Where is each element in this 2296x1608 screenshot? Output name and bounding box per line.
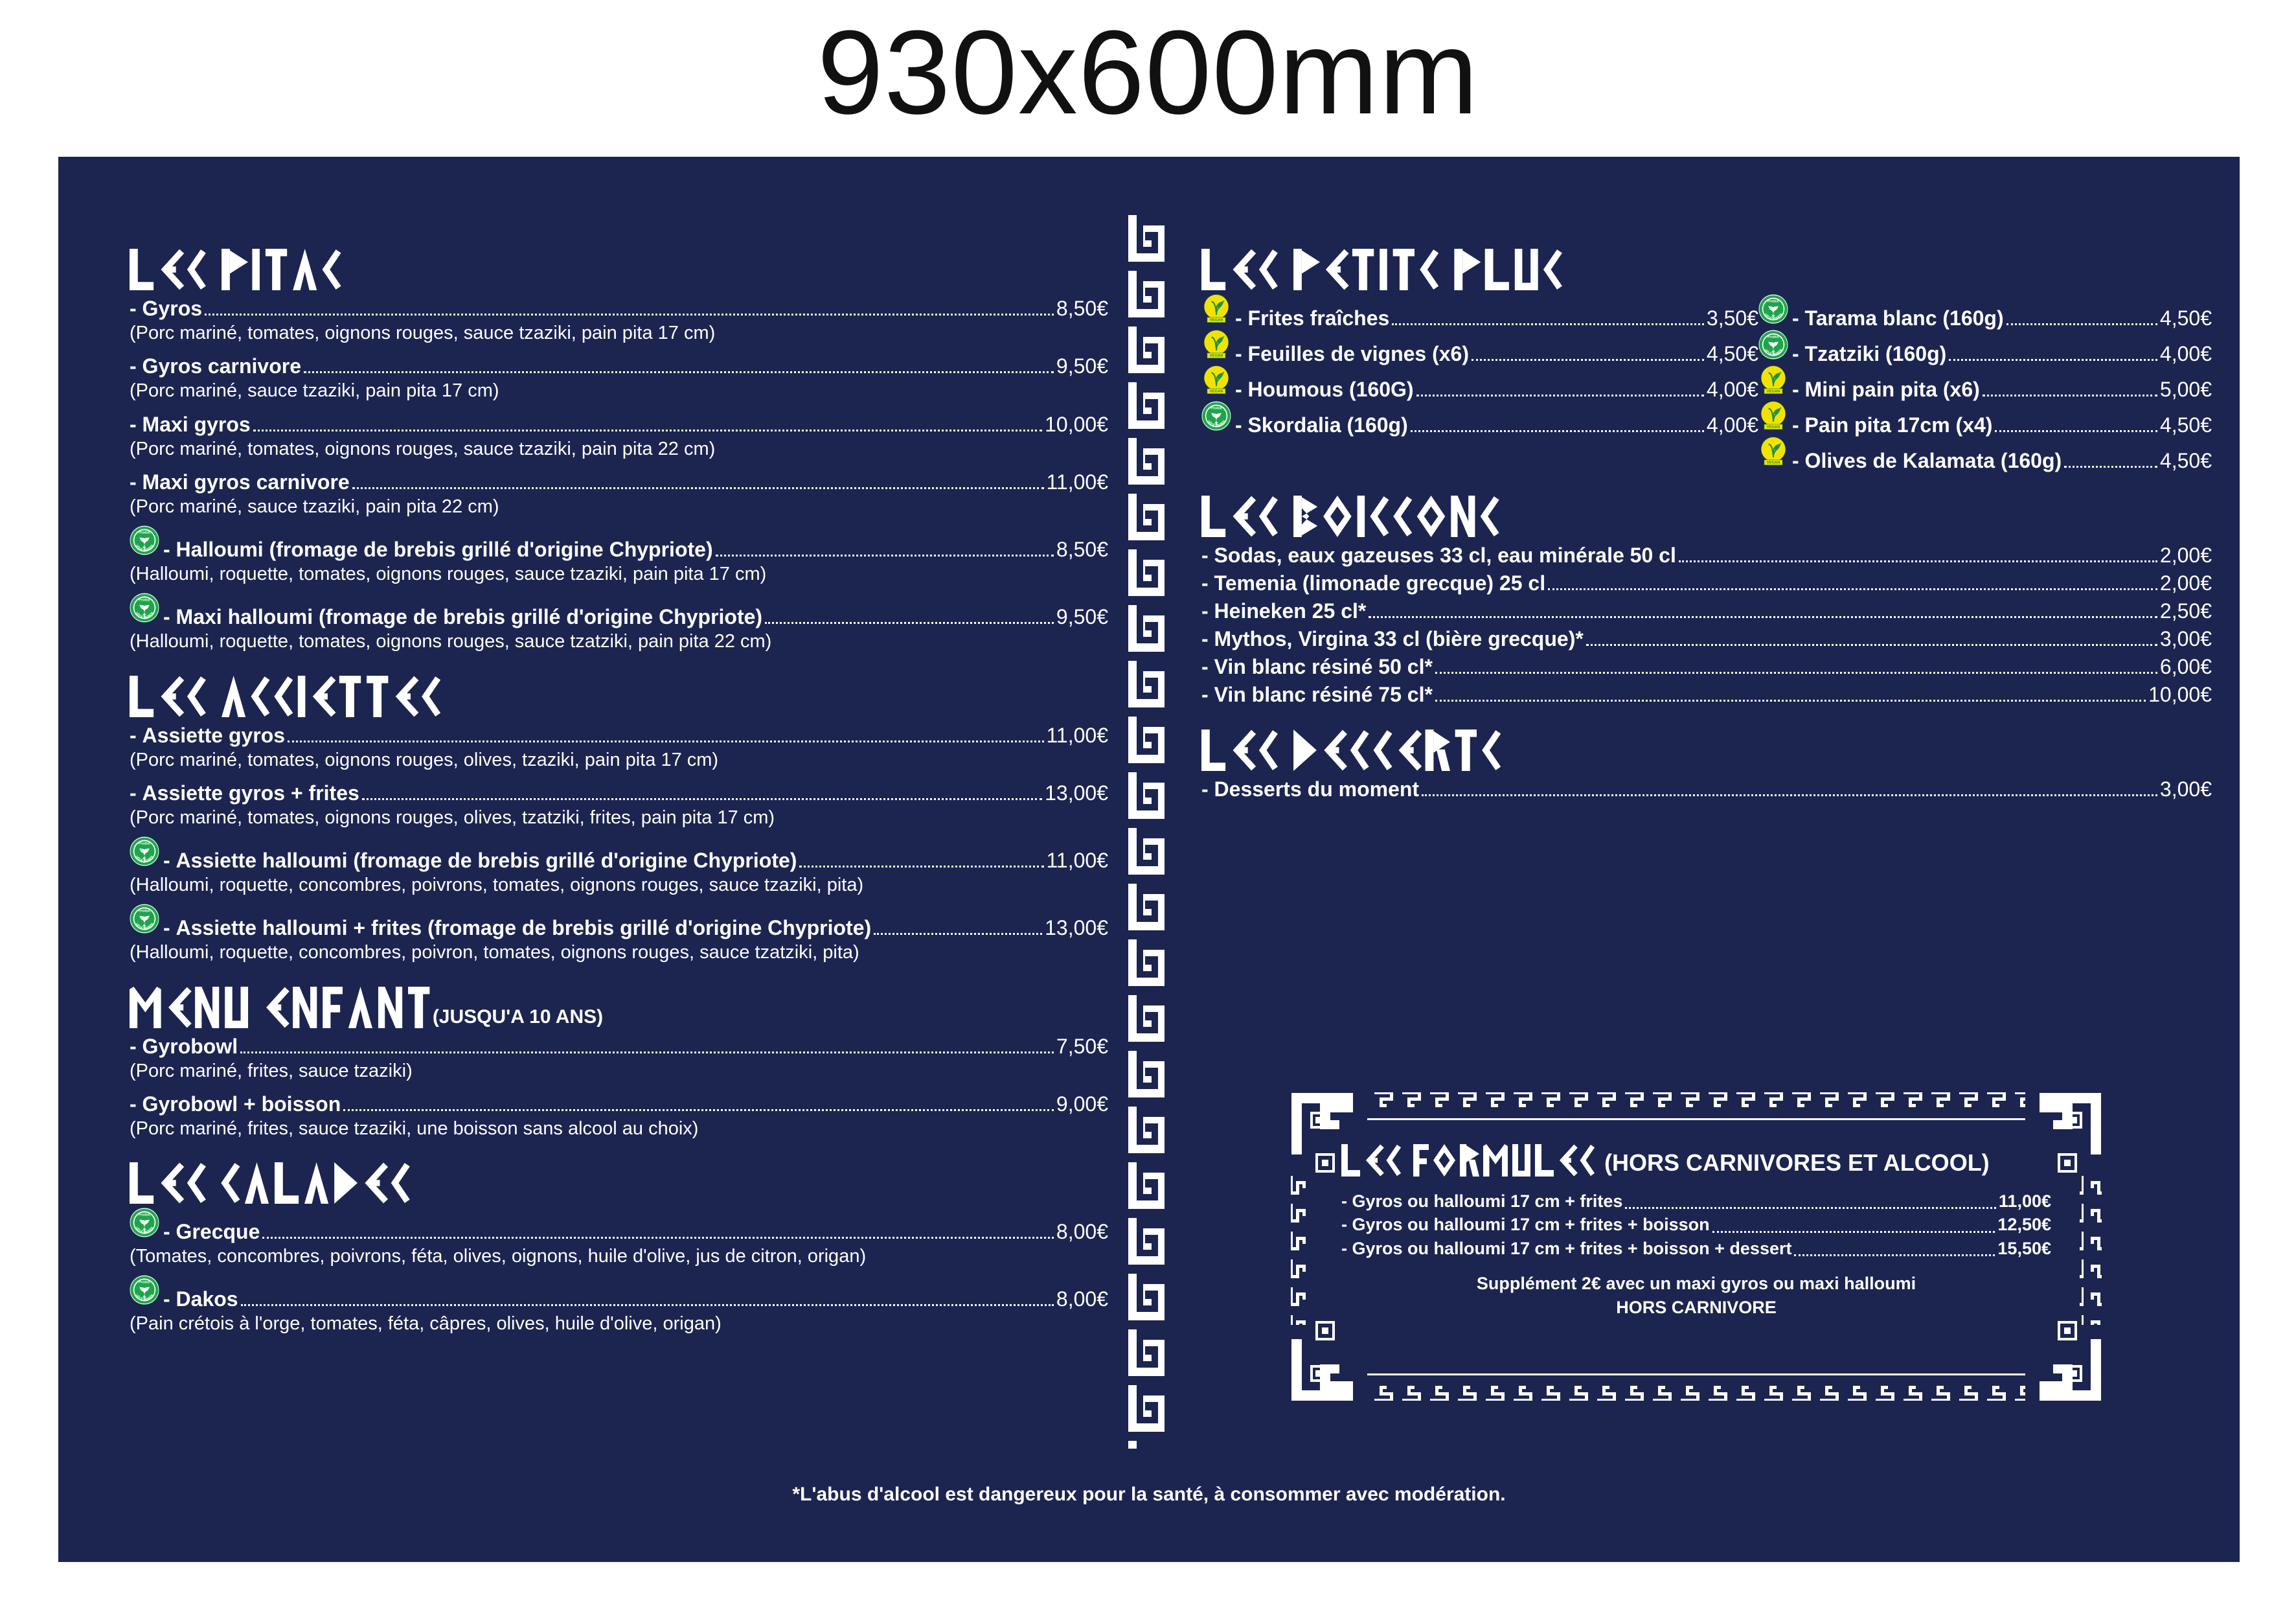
svg-text:Produit: Produit	[139, 531, 150, 534]
svg-text:Produit: Produit	[1767, 335, 1779, 339]
svg-text:Produit: Produit	[1767, 299, 1779, 303]
svg-text:VEGAN: VEGAN	[1210, 354, 1223, 358]
svg-text:VEGAN: VEGAN	[1767, 426, 1780, 430]
svg-text:Produit: Produit	[139, 599, 150, 603]
svg-text:Produit: Produit	[139, 910, 150, 913]
svg-text:VEGAN: VEGAN	[1210, 319, 1223, 323]
svg-text:Produit: Produit	[139, 1281, 150, 1285]
svg-text:VEGAN: VEGAN	[1210, 390, 1223, 394]
svg-text:VEGAN: VEGAN	[1767, 461, 1780, 465]
svg-text:Produit: Produit	[139, 842, 150, 845]
svg-text:Produit: Produit	[139, 1213, 150, 1217]
svg-text:VEGAN: VEGAN	[1767, 390, 1780, 394]
svg-text:Produit: Produit	[1211, 406, 1222, 410]
